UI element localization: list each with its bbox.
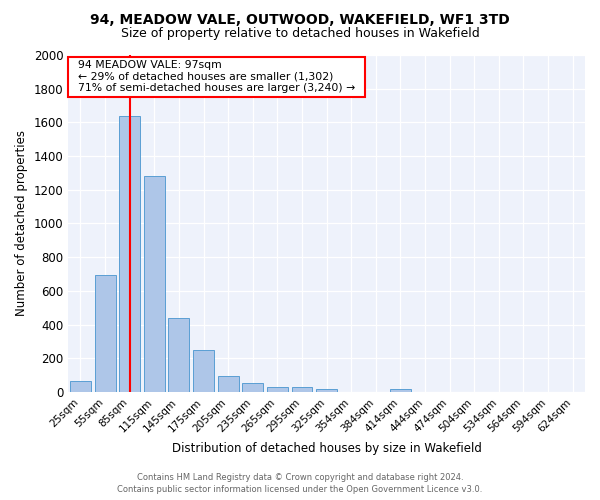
Bar — [267, 387, 288, 392]
Bar — [316, 389, 337, 392]
X-axis label: Distribution of detached houses by size in Wakefield: Distribution of detached houses by size … — [172, 442, 482, 455]
Bar — [242, 382, 263, 392]
Bar — [95, 275, 116, 392]
Bar — [70, 381, 91, 392]
Y-axis label: Number of detached properties: Number of detached properties — [15, 130, 28, 316]
Bar — [390, 388, 411, 392]
Text: Contains HM Land Registry data © Crown copyright and database right 2024.
Contai: Contains HM Land Registry data © Crown c… — [118, 472, 482, 494]
Bar — [144, 176, 165, 392]
Bar — [218, 376, 239, 392]
Text: 94, MEADOW VALE, OUTWOOD, WAKEFIELD, WF1 3TD: 94, MEADOW VALE, OUTWOOD, WAKEFIELD, WF1… — [90, 12, 510, 26]
Bar — [292, 387, 313, 392]
Text: Size of property relative to detached houses in Wakefield: Size of property relative to detached ho… — [121, 28, 479, 40]
Bar — [119, 116, 140, 392]
Text: 94 MEADOW VALE: 97sqm  
  ← 29% of detached houses are smaller (1,302)  
  71% o: 94 MEADOW VALE: 97sqm ← 29% of detached … — [71, 60, 362, 94]
Bar — [169, 318, 190, 392]
Bar — [193, 350, 214, 392]
